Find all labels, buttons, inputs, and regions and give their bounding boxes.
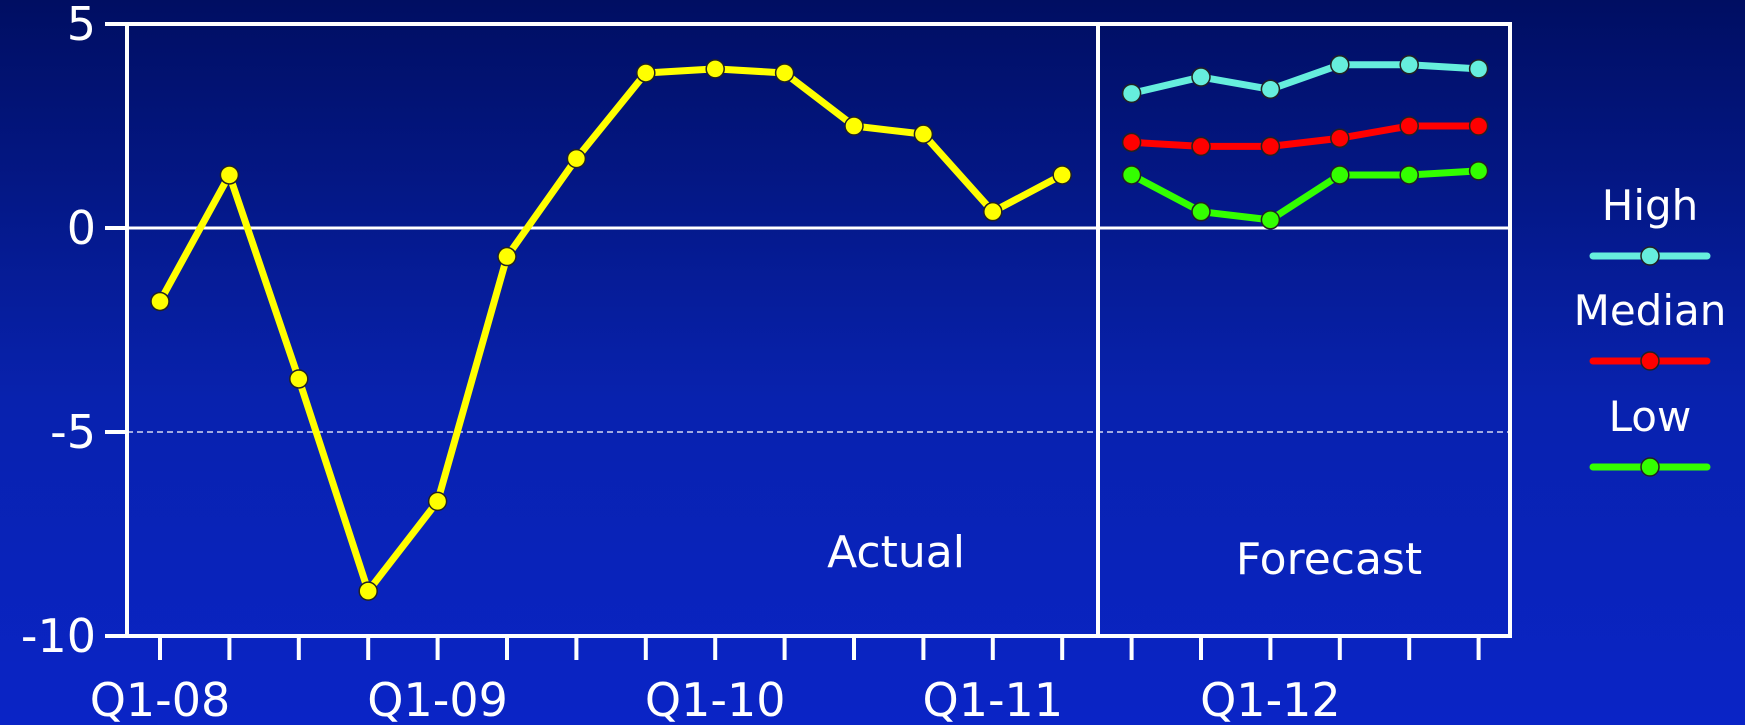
x-tick-label: Q1-12 — [1200, 673, 1341, 725]
data-point-actual — [497, 246, 517, 267]
y-tick-label: -5 — [50, 405, 96, 459]
data-point-actual — [913, 124, 934, 144]
series-line-median — [1131, 122, 1479, 150]
data-point-actual — [289, 369, 309, 389]
data-point-low — [1330, 165, 1350, 185]
series-low — [1121, 161, 1489, 230]
data-point-median — [1260, 136, 1281, 157]
legend-label-low: Low — [1609, 392, 1692, 441]
data-point-median — [1399, 116, 1419, 136]
actual-label: Actual — [827, 527, 965, 578]
series-line-low — [1129, 167, 1479, 224]
data-point-actual — [983, 201, 1003, 222]
data-point-actual — [774, 63, 795, 83]
data-point-actual — [844, 116, 864, 136]
data-point-high — [1191, 67, 1211, 87]
data-point-low — [1121, 165, 1142, 185]
series-layer — [150, 55, 1489, 601]
data-point-median — [1468, 116, 1489, 136]
legend: High Median Low — [1574, 181, 1727, 477]
legend-label-high: High — [1602, 181, 1699, 230]
series-actual — [150, 59, 1072, 601]
series-median — [1121, 116, 1489, 157]
y-tick-label: 0 — [67, 201, 96, 255]
data-point-high — [1399, 55, 1419, 75]
legend-label-median: Median — [1574, 286, 1727, 335]
data-point-actual — [1052, 165, 1072, 185]
legend-marker-high — [1640, 246, 1660, 266]
data-point-actual — [566, 148, 587, 169]
x-tick-label: Q1-09 — [367, 673, 508, 725]
data-point-high — [1468, 59, 1489, 79]
data-point-low — [1191, 201, 1211, 222]
data-point-actual — [427, 491, 448, 512]
data-point-actual — [636, 63, 656, 83]
data-point-low — [1399, 165, 1419, 185]
x-axis: Q1-08 Q1-09 Q1-10 Q1-11 Q1-12 — [90, 636, 1481, 725]
plot-frame — [125, 22, 1512, 638]
y-tick-label: 5 — [67, 0, 96, 51]
x-tick-label: Q1-08 — [90, 673, 231, 725]
data-point-actual — [219, 165, 240, 185]
data-point-actual — [150, 291, 170, 312]
data-point-median — [1330, 128, 1350, 148]
data-point-low — [1468, 161, 1489, 181]
y-tick-label: -10 — [21, 609, 96, 663]
x-tick-label: Q1-11 — [922, 673, 1063, 725]
y-axis: 5 0 -5 -10 — [21, 0, 127, 663]
data-point-median — [1121, 132, 1142, 153]
forecast-label: Forecast — [1236, 534, 1422, 585]
data-point-high — [1260, 79, 1281, 100]
data-point-high — [1330, 55, 1350, 75]
data-point-median — [1191, 136, 1211, 157]
series-line-high — [1130, 61, 1479, 97]
data-point-high — [1121, 83, 1142, 104]
legend-marker-low — [1640, 457, 1660, 477]
plot-border — [125, 22, 1512, 638]
x-tick-label: Q1-10 — [645, 673, 786, 725]
series-line-actual — [156, 65, 1064, 595]
legend-marker-median — [1640, 351, 1660, 371]
data-point-actual — [358, 581, 378, 601]
data-point-actual — [705, 59, 725, 79]
series-high — [1121, 55, 1489, 104]
data-point-low — [1260, 210, 1281, 230]
